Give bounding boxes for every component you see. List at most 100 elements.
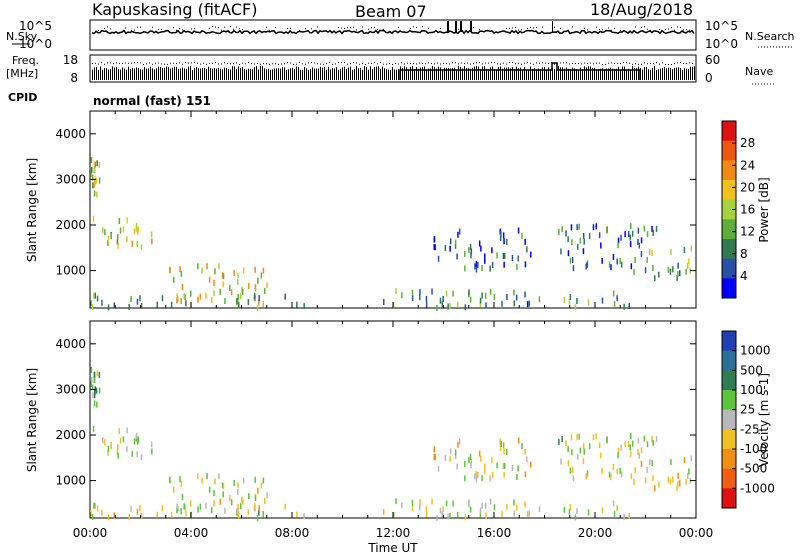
power-cell-280 <box>631 230 634 237</box>
vel-cell-69 <box>230 499 233 506</box>
noise-trace <box>91 21 695 35</box>
vel-cell-242 <box>655 435 658 442</box>
vel-cell-31 <box>93 400 96 407</box>
power-cell-111 <box>303 303 305 310</box>
vel-cell-70 <box>173 486 175 493</box>
power-cell-95 <box>90 300 92 307</box>
vel-cell-97 <box>240 503 242 510</box>
vel-cell-261 <box>601 467 603 474</box>
power-cell-67 <box>190 290 192 297</box>
power-cell-178 <box>447 303 449 310</box>
power-cell-164 <box>513 289 515 296</box>
power-cell-22 <box>92 215 95 222</box>
vel-cell-100 <box>94 502 96 509</box>
freq-strip-frame <box>89 54 697 83</box>
vel-cell-146 <box>576 508 578 514</box>
vel-cell-147 <box>401 502 403 509</box>
vel-cell-90 <box>254 495 257 502</box>
power-cell-187 <box>484 253 486 260</box>
power-cell-4 <box>151 238 153 245</box>
vel-cell-92 <box>237 503 239 510</box>
power-cell-285 <box>676 274 678 281</box>
vel-cell-16 <box>110 443 112 450</box>
vel-cell-144 <box>419 504 421 511</box>
vel-cell-60 <box>219 498 221 505</box>
vel-cell-140 <box>568 508 571 515</box>
power-cell-13 <box>104 229 106 236</box>
vel-cell-213 <box>437 465 440 472</box>
power-cell-108 <box>130 295 132 302</box>
power-cell-275 <box>652 229 654 236</box>
power-cell-160 <box>485 302 487 309</box>
power-colorbar-tick-4: 20 <box>740 180 755 194</box>
vel-cell-204 <box>517 465 519 472</box>
vel-cell-170 <box>411 499 414 506</box>
vel-y-tick-0: 1000 <box>55 474 86 488</box>
vel-cell-192 <box>524 471 527 478</box>
vel-cell-75 <box>180 508 182 515</box>
power-cell-131 <box>481 292 483 299</box>
vel-cell-79 <box>233 479 235 486</box>
power-cell-37 <box>93 161 96 168</box>
vel-cell-243 <box>558 439 560 445</box>
vel-cell-217 <box>456 463 458 470</box>
power-cell-279 <box>643 225 646 232</box>
power-cell-132 <box>479 301 482 308</box>
power-cell-43 <box>95 177 98 184</box>
vel-cell-275 <box>652 439 654 446</box>
power-cell-143 <box>425 301 428 308</box>
vel-cell-120 <box>238 512 240 519</box>
vel-cell-300 <box>683 457 686 464</box>
vel-cell-260 <box>571 467 574 473</box>
power-cell-249 <box>617 237 620 244</box>
power-cell-21 <box>150 231 153 238</box>
vel-cell-307 <box>677 472 679 479</box>
vel-cell-276 <box>630 473 633 480</box>
vel-cell-173 <box>601 507 604 514</box>
power-colorbar-tick-0: 4 <box>740 269 748 283</box>
power-cell-45 <box>260 272 263 279</box>
power-cell-117 <box>93 292 95 299</box>
power-cell-295 <box>672 266 674 273</box>
power-cell-133 <box>457 301 459 308</box>
vel-cell-272 <box>583 448 585 455</box>
power-cell-49 <box>206 263 208 270</box>
power-cell-264 <box>616 258 618 265</box>
power-cell-86 <box>201 267 203 274</box>
velocity-cells <box>90 367 692 521</box>
vel-cell-44 <box>96 370 98 377</box>
vel-colorbar-swatch-3 <box>722 390 736 411</box>
power-cell-256 <box>638 242 640 249</box>
power-cell-64 <box>254 266 256 273</box>
vel-cell-199 <box>521 443 523 450</box>
vel-cell-151 <box>442 505 444 512</box>
power-cell-172 <box>613 300 616 307</box>
vel-cell-202 <box>458 438 461 445</box>
power-cell-307 <box>677 262 679 269</box>
power-cell-289 <box>648 249 651 256</box>
power-cell-248 <box>640 237 643 244</box>
power-cell-75 <box>180 298 182 305</box>
power-cell-235 <box>586 262 588 269</box>
power-cell-234 <box>627 231 630 237</box>
vel-cell-156 <box>431 498 433 505</box>
power-cell-193 <box>502 253 505 259</box>
power-x-axis <box>89 111 697 308</box>
power-cell-19 <box>137 226 139 233</box>
vel-cell-72 <box>180 480 183 487</box>
power-cell-305 <box>640 251 643 257</box>
vel-y-tick-3: 4000 <box>55 337 86 351</box>
power-cell-171 <box>468 289 470 296</box>
power-colorbar-tick-2: 12 <box>740 225 755 239</box>
vel-cell-91 <box>266 492 268 499</box>
power-cell-76 <box>264 287 266 294</box>
vel-cell-278 <box>600 452 602 459</box>
power-cell-195 <box>475 260 478 267</box>
power-cell-253 <box>592 224 595 231</box>
vel-cell-119 <box>253 502 256 509</box>
vel-cell-159 <box>452 500 454 507</box>
vel-cell-20 <box>126 446 128 453</box>
vel-cell-268 <box>608 471 611 478</box>
power-cell-221 <box>496 252 498 259</box>
vel-cell-171 <box>468 499 470 506</box>
